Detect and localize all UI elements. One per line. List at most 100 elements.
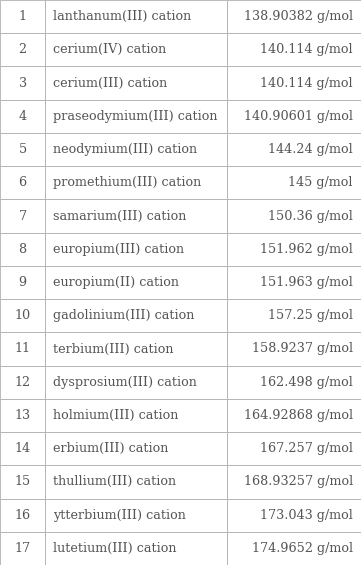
Bar: [45, 299, 227, 332]
Text: 7: 7: [18, 210, 27, 223]
Bar: [0, 332, 45, 366]
Text: lanthanum(III) cation: lanthanum(III) cation: [53, 10, 191, 23]
Bar: [0, 0, 45, 33]
Text: 13: 13: [14, 409, 31, 422]
Bar: [45, 233, 227, 266]
Bar: [227, 366, 361, 399]
Text: holmium(III) cation: holmium(III) cation: [53, 409, 178, 422]
Bar: [227, 532, 361, 565]
Bar: [0, 166, 45, 199]
Bar: [45, 99, 227, 133]
Text: 140.90601 g/mol: 140.90601 g/mol: [244, 110, 353, 123]
Text: 173.043 g/mol: 173.043 g/mol: [260, 508, 353, 521]
Text: 9: 9: [18, 276, 27, 289]
Text: gadolinium(III) cation: gadolinium(III) cation: [53, 309, 195, 322]
Text: 14: 14: [14, 442, 31, 455]
Text: 157.25 g/mol: 157.25 g/mol: [268, 309, 353, 322]
Bar: [0, 199, 45, 233]
Text: ytterbium(III) cation: ytterbium(III) cation: [53, 508, 186, 521]
Text: neodymium(III) cation: neodymium(III) cation: [53, 143, 197, 156]
Text: 167.257 g/mol: 167.257 g/mol: [260, 442, 353, 455]
Text: 3: 3: [18, 77, 27, 90]
Text: 2: 2: [18, 44, 27, 57]
Text: 138.90382 g/mol: 138.90382 g/mol: [244, 10, 353, 23]
Bar: [227, 498, 361, 532]
Text: 6: 6: [18, 176, 27, 189]
Text: thullium(III) cation: thullium(III) cation: [53, 475, 176, 488]
Bar: [0, 366, 45, 399]
Text: 11: 11: [14, 342, 31, 355]
Bar: [45, 366, 227, 399]
Bar: [227, 67, 361, 99]
Text: erbium(III) cation: erbium(III) cation: [53, 442, 169, 455]
Bar: [0, 266, 45, 299]
Bar: [45, 498, 227, 532]
Bar: [0, 532, 45, 565]
Text: 164.92868 g/mol: 164.92868 g/mol: [244, 409, 353, 422]
Text: 10: 10: [14, 309, 31, 322]
Text: 140.114 g/mol: 140.114 g/mol: [260, 77, 353, 90]
Text: 144.24 g/mol: 144.24 g/mol: [268, 143, 353, 156]
Bar: [45, 432, 227, 466]
Bar: [227, 466, 361, 498]
Text: europium(II) cation: europium(II) cation: [53, 276, 179, 289]
Bar: [227, 332, 361, 366]
Bar: [0, 67, 45, 99]
Bar: [227, 266, 361, 299]
Bar: [45, 0, 227, 33]
Bar: [227, 166, 361, 199]
Text: 151.963 g/mol: 151.963 g/mol: [260, 276, 353, 289]
Bar: [0, 399, 45, 432]
Bar: [45, 166, 227, 199]
Bar: [45, 466, 227, 498]
Bar: [0, 233, 45, 266]
Bar: [45, 399, 227, 432]
Bar: [227, 33, 361, 67]
Text: lutetium(III) cation: lutetium(III) cation: [53, 542, 177, 555]
Bar: [45, 33, 227, 67]
Text: 8: 8: [18, 243, 27, 256]
Text: europium(III) cation: europium(III) cation: [53, 243, 184, 256]
Text: dysprosium(III) cation: dysprosium(III) cation: [53, 376, 197, 389]
Bar: [0, 299, 45, 332]
Bar: [227, 399, 361, 432]
Text: 15: 15: [14, 475, 31, 488]
Bar: [0, 432, 45, 466]
Bar: [0, 33, 45, 67]
Bar: [45, 332, 227, 366]
Text: 1: 1: [18, 10, 27, 23]
Bar: [0, 466, 45, 498]
Text: praseodymium(III) cation: praseodymium(III) cation: [53, 110, 218, 123]
Bar: [0, 498, 45, 532]
Text: 162.498 g/mol: 162.498 g/mol: [260, 376, 353, 389]
Text: 5: 5: [18, 143, 27, 156]
Bar: [45, 133, 227, 166]
Text: 16: 16: [14, 508, 31, 521]
Bar: [45, 199, 227, 233]
Text: 151.962 g/mol: 151.962 g/mol: [260, 243, 353, 256]
Text: samarium(III) cation: samarium(III) cation: [53, 210, 187, 223]
Bar: [45, 67, 227, 99]
Text: 168.93257 g/mol: 168.93257 g/mol: [244, 475, 353, 488]
Text: cerium(IV) cation: cerium(IV) cation: [53, 44, 166, 57]
Text: 150.36 g/mol: 150.36 g/mol: [268, 210, 353, 223]
Text: promethium(III) cation: promethium(III) cation: [53, 176, 201, 189]
Text: 4: 4: [18, 110, 27, 123]
Text: 17: 17: [14, 542, 31, 555]
Text: 158.9237 g/mol: 158.9237 g/mol: [252, 342, 353, 355]
Bar: [227, 199, 361, 233]
Bar: [45, 532, 227, 565]
Text: cerium(III) cation: cerium(III) cation: [53, 77, 168, 90]
Text: terbium(III) cation: terbium(III) cation: [53, 342, 174, 355]
Bar: [227, 299, 361, 332]
Text: 145 g/mol: 145 g/mol: [288, 176, 353, 189]
Bar: [45, 266, 227, 299]
Bar: [227, 233, 361, 266]
Text: 140.114 g/mol: 140.114 g/mol: [260, 44, 353, 57]
Bar: [227, 432, 361, 466]
Bar: [227, 0, 361, 33]
Text: 174.9652 g/mol: 174.9652 g/mol: [252, 542, 353, 555]
Bar: [227, 99, 361, 133]
Text: 12: 12: [14, 376, 31, 389]
Bar: [0, 133, 45, 166]
